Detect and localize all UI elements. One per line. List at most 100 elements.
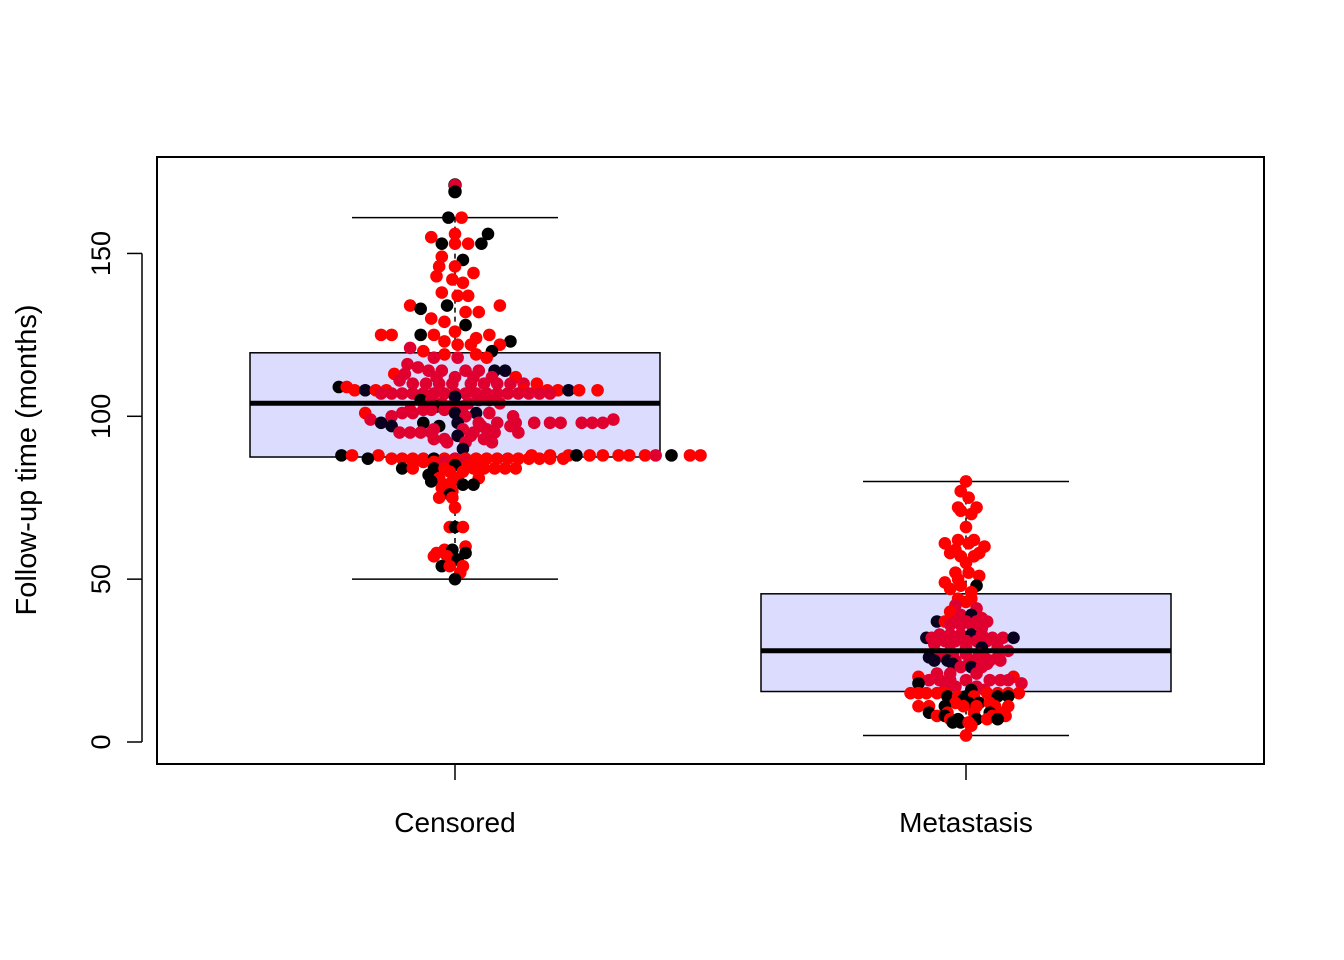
data-point — [395, 387, 409, 400]
data-point — [424, 230, 438, 244]
data-point — [980, 686, 994, 700]
data-point — [456, 478, 470, 491]
data-point — [912, 699, 925, 713]
data-point — [393, 374, 406, 387]
data-point — [417, 344, 430, 358]
y-tick-label: 0 — [86, 734, 116, 749]
data-point — [938, 537, 952, 550]
data-point — [638, 449, 652, 462]
y-tick-label: 150 — [86, 231, 116, 276]
data-point — [498, 364, 512, 378]
data-point — [448, 227, 462, 241]
data-point — [954, 579, 968, 592]
data-point — [424, 312, 438, 325]
data-point — [964, 618, 978, 632]
data-point — [459, 387, 472, 400]
data-point — [504, 377, 517, 391]
data-point — [461, 237, 475, 250]
data-point — [543, 452, 557, 465]
data-point — [943, 546, 957, 560]
data-point — [957, 699, 970, 713]
data-point — [951, 533, 965, 547]
data-point — [964, 719, 978, 733]
data-point — [490, 452, 504, 465]
beeswarm-points-layer — [332, 178, 1028, 742]
data-point — [432, 260, 446, 273]
data-point — [928, 654, 941, 667]
data-point — [959, 729, 973, 742]
data-point — [488, 462, 501, 475]
data-point — [949, 680, 962, 693]
data-point — [430, 269, 443, 283]
data-point — [543, 387, 557, 400]
data-point — [456, 276, 470, 290]
data-point — [448, 406, 462, 420]
data-point — [456, 442, 470, 456]
data-point — [928, 637, 941, 651]
data-point — [962, 566, 975, 579]
data-point — [983, 673, 997, 687]
data-point — [596, 416, 610, 430]
data-point — [403, 299, 417, 312]
data-point — [451, 351, 464, 364]
data-point — [385, 328, 398, 342]
data-point — [533, 452, 546, 465]
data-point — [448, 390, 462, 404]
data-point — [970, 667, 983, 680]
data-point — [493, 299, 507, 312]
data-point — [572, 383, 586, 397]
data-point — [501, 387, 515, 400]
axes-layer: 0 50 100 150 Censored Metastasis — [86, 231, 1171, 838]
data-point — [959, 520, 973, 534]
data-point — [424, 475, 438, 488]
x-tick-label: Metastasis — [899, 807, 1033, 838]
data-point — [438, 315, 451, 329]
data-point — [451, 338, 464, 351]
data-point — [954, 660, 968, 674]
data-point — [442, 211, 455, 224]
data-point — [455, 211, 468, 224]
data-point — [395, 406, 409, 420]
x-tick-label: Censored — [394, 807, 515, 838]
data-point — [406, 406, 420, 420]
data-point — [964, 507, 978, 521]
data-point — [446, 491, 459, 505]
data-point — [943, 605, 957, 619]
data-point — [435, 237, 449, 250]
y-tick-label: 50 — [86, 564, 116, 594]
data-point — [596, 449, 610, 462]
data-point — [461, 289, 475, 303]
data-point — [469, 406, 483, 420]
data-point — [448, 260, 462, 273]
data-point — [385, 387, 398, 400]
data-point — [395, 462, 409, 475]
data-point — [483, 406, 496, 420]
data-point — [481, 227, 495, 241]
data-point — [414, 328, 427, 342]
data-point — [480, 452, 493, 465]
data-point — [954, 618, 968, 632]
data-point — [490, 416, 504, 430]
data-point — [406, 462, 420, 475]
data-point — [475, 237, 488, 250]
data-point — [385, 452, 398, 465]
data-point — [543, 416, 557, 430]
data-point — [920, 686, 933, 700]
data-point — [1012, 686, 1026, 700]
data-point — [1007, 631, 1020, 645]
data-point — [607, 413, 620, 426]
data-point — [464, 377, 478, 391]
data-point — [448, 325, 462, 338]
plot-frame — [156, 156, 1265, 765]
data-point — [448, 237, 462, 250]
data-point — [438, 335, 451, 348]
data-point — [406, 377, 420, 391]
data-point — [1001, 690, 1015, 703]
data-point — [467, 462, 480, 475]
data-point — [440, 550, 454, 563]
data-point — [991, 712, 1004, 726]
data-point — [432, 491, 446, 505]
data-point — [556, 452, 570, 465]
data-point — [477, 462, 491, 475]
data-point — [522, 387, 536, 400]
